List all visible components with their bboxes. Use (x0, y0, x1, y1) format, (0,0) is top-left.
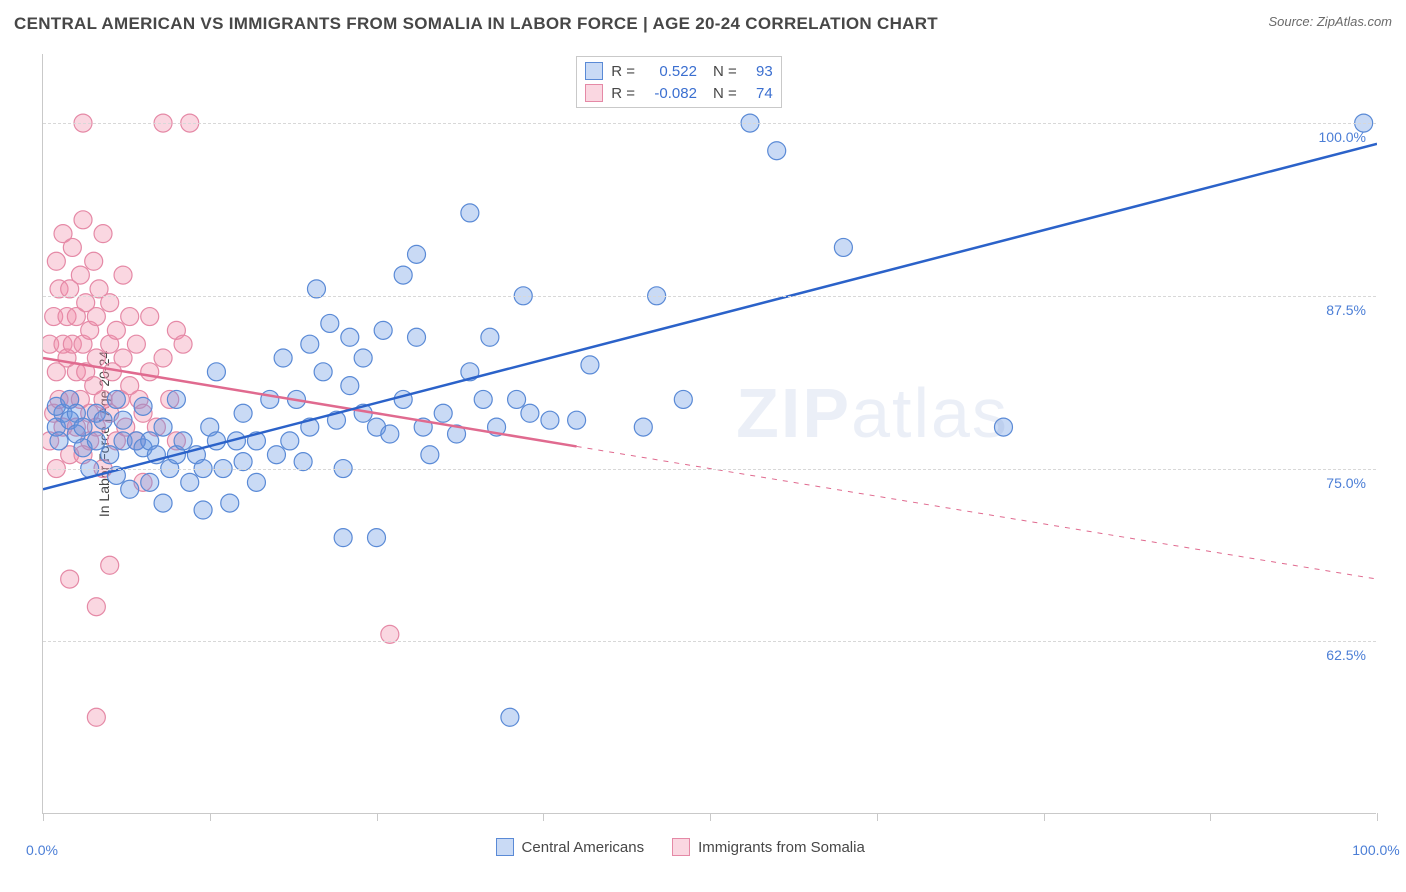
gridline (43, 123, 1376, 124)
x-tick-label: 100.0% (1352, 842, 1399, 858)
x-tick-label: 0.0% (26, 842, 58, 858)
stats-row: R = 0.522 N = 93 (585, 60, 773, 82)
chart-svg (43, 54, 1377, 814)
y-tick-label: 75.0% (1306, 475, 1366, 491)
x-tick (43, 813, 44, 821)
gridline (43, 296, 1376, 297)
y-tick-label: 100.0% (1306, 129, 1366, 145)
r-value: 0.522 (643, 63, 697, 80)
correlation-stats-box: R = 0.522 N = 93 R = -0.082 N = 74 (576, 56, 782, 108)
gridline (43, 469, 1376, 470)
gridline (43, 641, 1376, 642)
x-tick (710, 813, 711, 821)
x-tick (543, 813, 544, 821)
x-tick (1210, 813, 1211, 821)
x-tick (210, 813, 211, 821)
legend-item: Central Americans (496, 838, 645, 856)
legend-swatch (585, 62, 603, 80)
n-value: 74 (745, 85, 773, 102)
x-tick (377, 813, 378, 821)
n-label: N = (713, 85, 737, 102)
x-tick (1377, 813, 1378, 821)
r-label: R = (611, 63, 635, 80)
scatter-plot-area: In Labor Force | Age 20-24 ZIPatlas R =0… (42, 54, 1376, 814)
y-tick-label: 62.5% (1306, 647, 1366, 663)
legend-swatch (585, 84, 603, 102)
legend-swatch (496, 838, 514, 856)
r-label: R = (611, 85, 635, 102)
series-legend: Central Americans Immigrants from Somalia (496, 838, 865, 856)
source-attribution: Source: ZipAtlas.com (1268, 14, 1392, 29)
r-value: -0.082 (643, 85, 697, 102)
legend-label: Central Americans (522, 839, 645, 856)
x-tick (1044, 813, 1045, 821)
y-tick-label: 87.5% (1306, 302, 1366, 318)
legend-swatch (672, 838, 690, 856)
x-tick (877, 813, 878, 821)
n-label: N = (713, 63, 737, 80)
legend-item: Immigrants from Somalia (672, 838, 865, 856)
chart-title: CENTRAL AMERICAN VS IMMIGRANTS FROM SOMA… (14, 14, 938, 34)
legend-label: Immigrants from Somalia (698, 839, 865, 856)
stats-row: R = -0.082 N = 74 (585, 82, 773, 104)
n-value: 93 (745, 63, 773, 80)
